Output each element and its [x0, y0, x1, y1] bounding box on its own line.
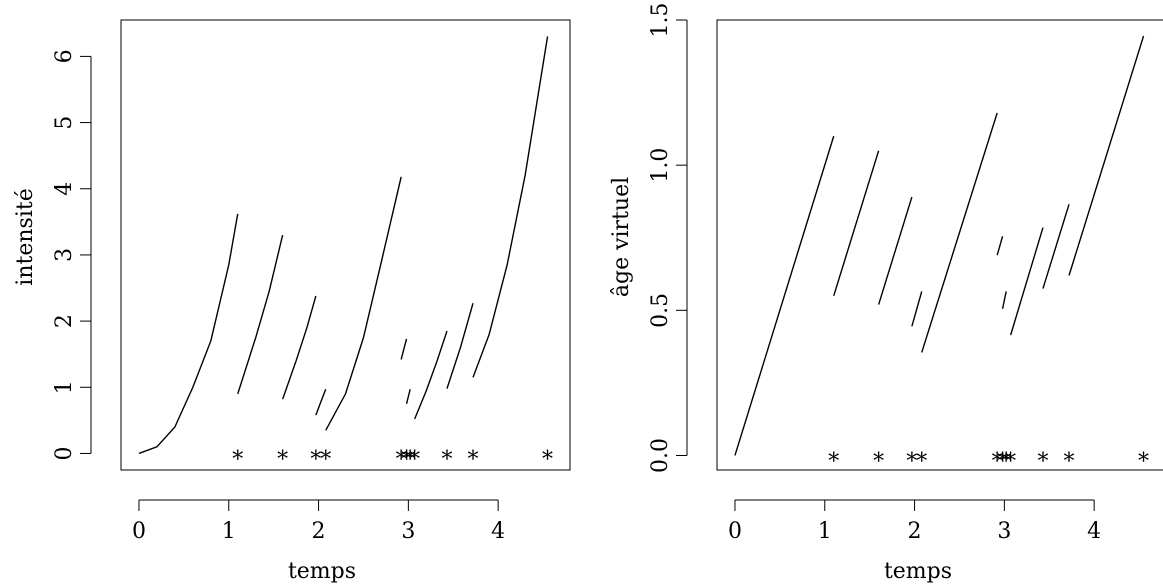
intensity-curve-segment-9: [446, 303, 474, 389]
virtual-age-curve-segment-2: [833, 150, 880, 297]
virtual-age-y-tick-label: 0.5: [648, 293, 673, 328]
virtual-age-x-tick-label: 1: [818, 519, 832, 544]
virtual-age-event-marker: *: [997, 449, 1008, 474]
intensity-y-tick-label: 4: [52, 182, 77, 196]
intensity-event-marker: *: [409, 447, 420, 472]
intensity-plot-frame: [120, 19, 571, 471]
intensity-event-marker: *: [277, 447, 288, 472]
virtual-age-x-tick-label: 0: [728, 519, 742, 544]
intensity-event-marker: *: [232, 447, 243, 472]
intensity-x-tick-label: 4: [491, 519, 505, 544]
virtual-age-x-tick-label: 3: [997, 519, 1011, 544]
intensity-curve-segment-6: [400, 338, 408, 360]
intensity-curve-segment-7: [405, 389, 411, 404]
virtual-age-event-marker: *: [1138, 449, 1149, 474]
intensity-y-tick-label: 3: [52, 248, 77, 262]
intensity-y-tick-label: 2: [52, 314, 77, 328]
intensity-curve-segment-2: [237, 234, 284, 395]
virtual-age-y-tick-label: 1.5: [648, 3, 673, 38]
virtual-age-y-axis-label: âge virtuel: [609, 177, 634, 297]
virtual-age-event-marker: *: [1037, 449, 1048, 474]
virtual-age-x-axis-label: temps: [884, 559, 952, 584]
intensity-x-axis-label: temps: [288, 559, 356, 584]
intensity-event-marker: *: [396, 447, 407, 472]
intensity-event-marker: *: [542, 447, 553, 472]
virtual-age-curve-segment-6: [996, 236, 1004, 256]
virtual-age-event-marker: *: [1064, 449, 1075, 474]
virtual-age-curve-segment-9: [1042, 204, 1070, 289]
virtual-age-plot-frame: [716, 19, 1163, 471]
virtual-age-event-marker: *: [873, 449, 884, 474]
virtual-age-curve-segment-8: [1009, 227, 1044, 336]
intensity-y-axis-label: intensité: [13, 188, 38, 285]
virtual-age-y-tick-label: 1.0: [648, 148, 673, 183]
intensity-curve-segment-1: [138, 213, 239, 455]
intensity-event-marker: *: [405, 447, 416, 472]
virtual-age-event-marker: *: [1001, 449, 1012, 474]
intensity-x-tick-label: 3: [401, 519, 415, 544]
intensity-x-tick-label: 0: [132, 519, 146, 544]
intensity-x-tick-label: 1: [222, 519, 236, 544]
virtual-age-event-marker: *: [916, 449, 927, 474]
intensity-event-marker: *: [401, 447, 412, 472]
virtual-age-curve-segment-5: [921, 112, 998, 353]
virtual-age-curve-segment-7: [1001, 291, 1007, 310]
virtual-age-y-tick-label: 0.0: [648, 438, 673, 473]
virtual-age-event-marker: *: [1005, 449, 1016, 474]
intensity-event-marker: *: [468, 447, 479, 472]
intensity-event-marker: *: [441, 447, 452, 472]
virtual-age-x-tick-label: 4: [1087, 519, 1101, 544]
intensity-y-tick-label: 0: [52, 446, 77, 460]
intensity-event-marker: *: [310, 447, 321, 472]
intensity-y-tick-label: 1: [52, 380, 77, 394]
intensity-curve-segment-5: [325, 176, 402, 431]
intensity-curve-segment-3: [281, 295, 317, 400]
virtual-age-panel: temps âge virtuel 0 1 2 3 40.00.51.01.5* * ** *…: [609, 3, 1163, 584]
intensity-curve-segment-8: [414, 330, 448, 420]
virtual-age-event-marker: *: [906, 449, 917, 474]
virtual-age-curve-segment-4: [911, 291, 923, 327]
virtual-age-x-tick-label: 2: [908, 519, 922, 544]
virtual-age-curve-segment-10: [1068, 35, 1145, 276]
intensity-y-tick-label: 6: [52, 49, 77, 63]
intensity-x-tick-label: 2: [312, 519, 326, 544]
virtual-age-event-marker: *: [992, 449, 1003, 474]
intensity-curve-segment-4: [315, 389, 327, 416]
virtual-age-curve-segment-1: [734, 135, 835, 456]
intensity-y-tick-label: 5: [52, 116, 77, 130]
virtual-age-curve-segment-3: [877, 196, 913, 305]
intensity-event-marker: *: [320, 447, 331, 472]
virtual-age-event-marker: *: [828, 449, 839, 474]
intensity-curve-segment-10: [472, 36, 549, 378]
